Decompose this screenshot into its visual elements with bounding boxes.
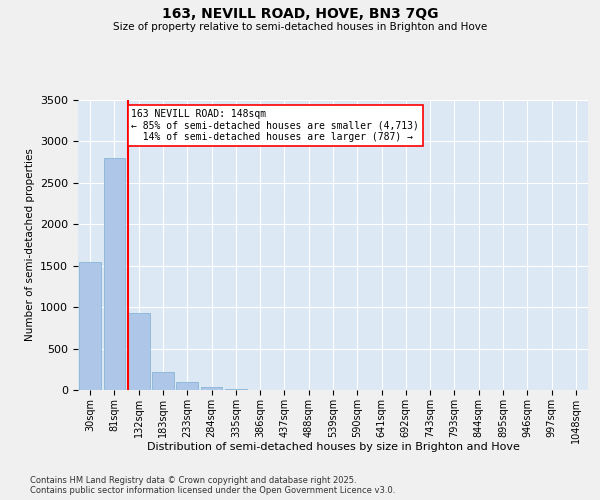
Text: Size of property relative to semi-detached houses in Brighton and Hove: Size of property relative to semi-detach… <box>113 22 487 32</box>
Text: 163 NEVILL ROAD: 148sqm
← 85% of semi-detached houses are smaller (4,713)
  14% : 163 NEVILL ROAD: 148sqm ← 85% of semi-de… <box>131 108 419 142</box>
Bar <box>152 372 174 390</box>
Text: Distribution of semi-detached houses by size in Brighton and Hove: Distribution of semi-detached houses by … <box>146 442 520 452</box>
Bar <box>128 313 149 390</box>
Bar <box>79 262 101 390</box>
Bar <box>200 386 223 390</box>
Text: 163, NEVILL ROAD, HOVE, BN3 7QG: 163, NEVILL ROAD, HOVE, BN3 7QG <box>162 8 438 22</box>
Bar <box>225 389 247 390</box>
Bar <box>104 158 125 390</box>
Y-axis label: Number of semi-detached properties: Number of semi-detached properties <box>25 148 35 342</box>
Bar <box>176 382 198 390</box>
Text: Contains HM Land Registry data © Crown copyright and database right 2025.
Contai: Contains HM Land Registry data © Crown c… <box>30 476 395 495</box>
